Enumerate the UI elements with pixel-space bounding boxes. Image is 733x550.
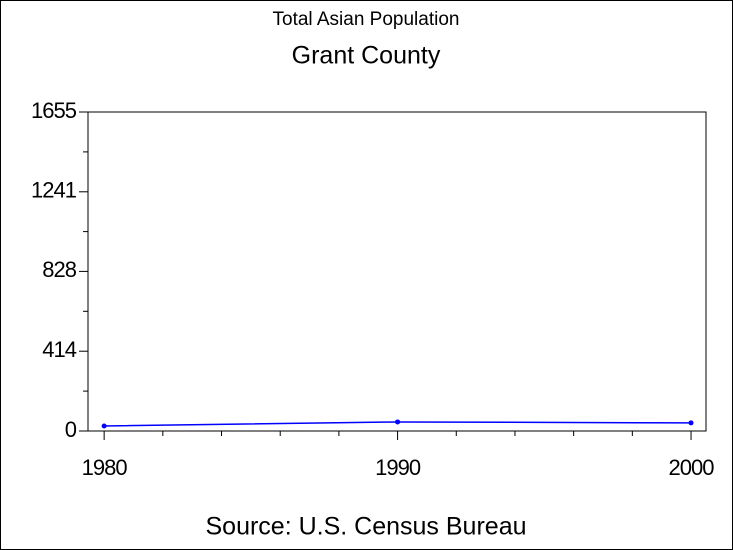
y-tick-label: 414 — [42, 337, 76, 362]
footnote: Source: U.S. Census Bureau — [206, 513, 527, 541]
chart-subtitle: Grant County — [292, 42, 441, 70]
plot-frame — [87, 111, 707, 432]
x-tick-label: 1990 — [375, 455, 421, 480]
chart-title: Total Asian Population — [273, 9, 460, 30]
data-point — [101, 423, 107, 429]
data-point — [688, 420, 694, 426]
y-tick-label: 828 — [42, 257, 76, 282]
x-tick-label: 2000 — [669, 455, 715, 480]
y-tick-label: 0 — [65, 417, 77, 442]
y-tick-label: 1241 — [31, 178, 77, 203]
y-tick-label: 1655 — [31, 98, 77, 123]
data-point — [395, 419, 401, 425]
x-tick-label: 1980 — [82, 455, 128, 480]
